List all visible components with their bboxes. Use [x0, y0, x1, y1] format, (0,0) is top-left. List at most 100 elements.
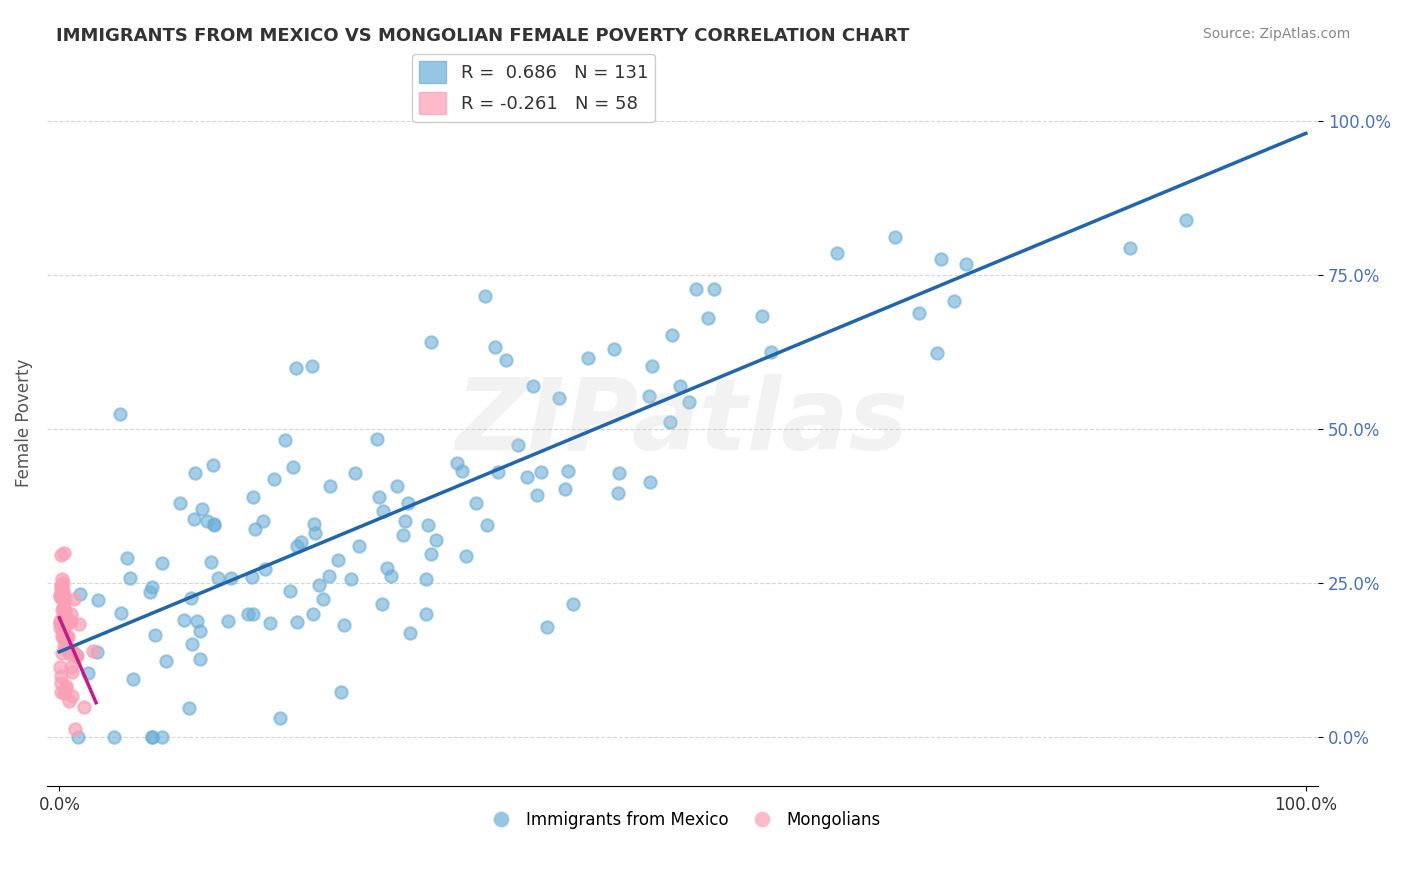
Point	[319, 479, 342, 493]
Point	[661, 327, 683, 342]
Point	[63, 722, 86, 736]
Point	[52, 601, 75, 615]
Point	[52, 575, 75, 590]
Point	[318, 569, 340, 583]
Point	[183, 512, 205, 526]
Point	[495, 352, 517, 367]
Point	[59, 607, 82, 621]
Point	[548, 391, 571, 405]
Point	[516, 470, 538, 484]
Point	[394, 514, 416, 528]
Point	[526, 487, 548, 501]
Point	[110, 407, 132, 421]
Point	[55, 619, 77, 633]
Point	[53, 605, 76, 619]
Point	[49, 615, 72, 630]
Point	[66, 648, 89, 663]
Point	[52, 586, 75, 600]
Point	[240, 570, 263, 584]
Point	[385, 479, 408, 493]
Point	[52, 601, 75, 615]
Point	[486, 466, 509, 480]
Point	[150, 557, 173, 571]
Point	[304, 517, 326, 532]
Point	[69, 587, 91, 601]
Point	[751, 309, 773, 323]
Point	[55, 681, 77, 696]
Point	[217, 615, 239, 629]
Point	[60, 660, 83, 674]
Point	[419, 548, 441, 562]
Point	[312, 592, 335, 607]
Point	[188, 624, 211, 639]
Point	[371, 597, 394, 611]
Point	[263, 472, 285, 486]
Point	[49, 616, 72, 631]
Text: ZIPatlas: ZIPatlas	[456, 374, 910, 471]
Point	[454, 549, 477, 563]
Point	[87, 592, 110, 607]
Point	[931, 252, 953, 266]
Point	[183, 466, 205, 480]
Point	[375, 561, 398, 575]
Point	[415, 573, 437, 587]
Point	[562, 597, 585, 611]
Point	[82, 644, 104, 658]
Point	[49, 581, 72, 595]
Point	[696, 310, 718, 325]
Point	[333, 618, 356, 632]
Point	[200, 554, 222, 568]
Point	[396, 496, 419, 510]
Point	[143, 628, 166, 642]
Point	[943, 293, 966, 308]
Point	[49, 676, 72, 690]
Point	[60, 689, 83, 703]
Point	[344, 467, 367, 481]
Point	[76, 665, 98, 680]
Point	[51, 629, 73, 643]
Point	[191, 501, 214, 516]
Point	[48, 589, 70, 603]
Legend: Immigrants from Mexico, Mongolians: Immigrants from Mexico, Mongolians	[478, 805, 887, 836]
Point	[908, 306, 931, 320]
Point	[285, 361, 308, 376]
Point	[955, 257, 977, 271]
Point	[446, 456, 468, 470]
Point	[301, 359, 323, 373]
Point	[349, 539, 371, 553]
Point	[55, 679, 77, 693]
Point	[103, 730, 125, 744]
Point	[118, 571, 141, 585]
Point	[367, 490, 389, 504]
Point	[60, 665, 83, 679]
Point	[207, 571, 229, 585]
Point	[53, 592, 76, 607]
Point	[180, 637, 202, 651]
Point	[56, 640, 79, 654]
Point	[280, 583, 302, 598]
Point	[308, 578, 330, 592]
Point	[242, 490, 264, 504]
Point	[51, 613, 73, 627]
Point	[371, 504, 394, 518]
Point	[702, 282, 724, 296]
Point	[52, 618, 75, 632]
Point	[141, 730, 163, 744]
Point	[416, 518, 439, 533]
Point	[269, 711, 291, 725]
Point	[52, 638, 75, 652]
Point	[49, 621, 72, 635]
Point	[51, 646, 73, 660]
Point	[607, 486, 630, 500]
Point	[326, 553, 349, 567]
Point	[1119, 242, 1142, 256]
Point	[640, 475, 662, 490]
Point	[67, 616, 90, 631]
Point	[603, 343, 626, 357]
Point	[60, 615, 83, 629]
Point	[56, 644, 79, 658]
Point	[53, 603, 76, 617]
Point	[221, 571, 243, 585]
Point	[173, 613, 195, 627]
Point	[52, 583, 75, 598]
